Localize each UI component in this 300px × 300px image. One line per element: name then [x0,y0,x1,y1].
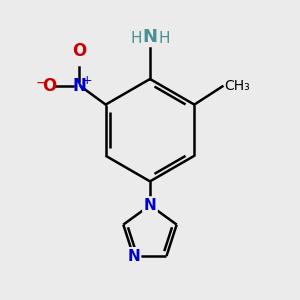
Text: −: − [35,76,47,89]
Text: H: H [158,31,170,46]
Text: N: N [142,28,158,46]
Text: N: N [72,77,86,95]
Text: +: + [81,74,92,87]
Text: CH₃: CH₃ [224,80,250,93]
Text: O: O [72,42,86,60]
Text: H: H [130,31,142,46]
Text: N: N [127,248,140,263]
Text: N: N [144,198,156,213]
Text: O: O [42,77,57,95]
